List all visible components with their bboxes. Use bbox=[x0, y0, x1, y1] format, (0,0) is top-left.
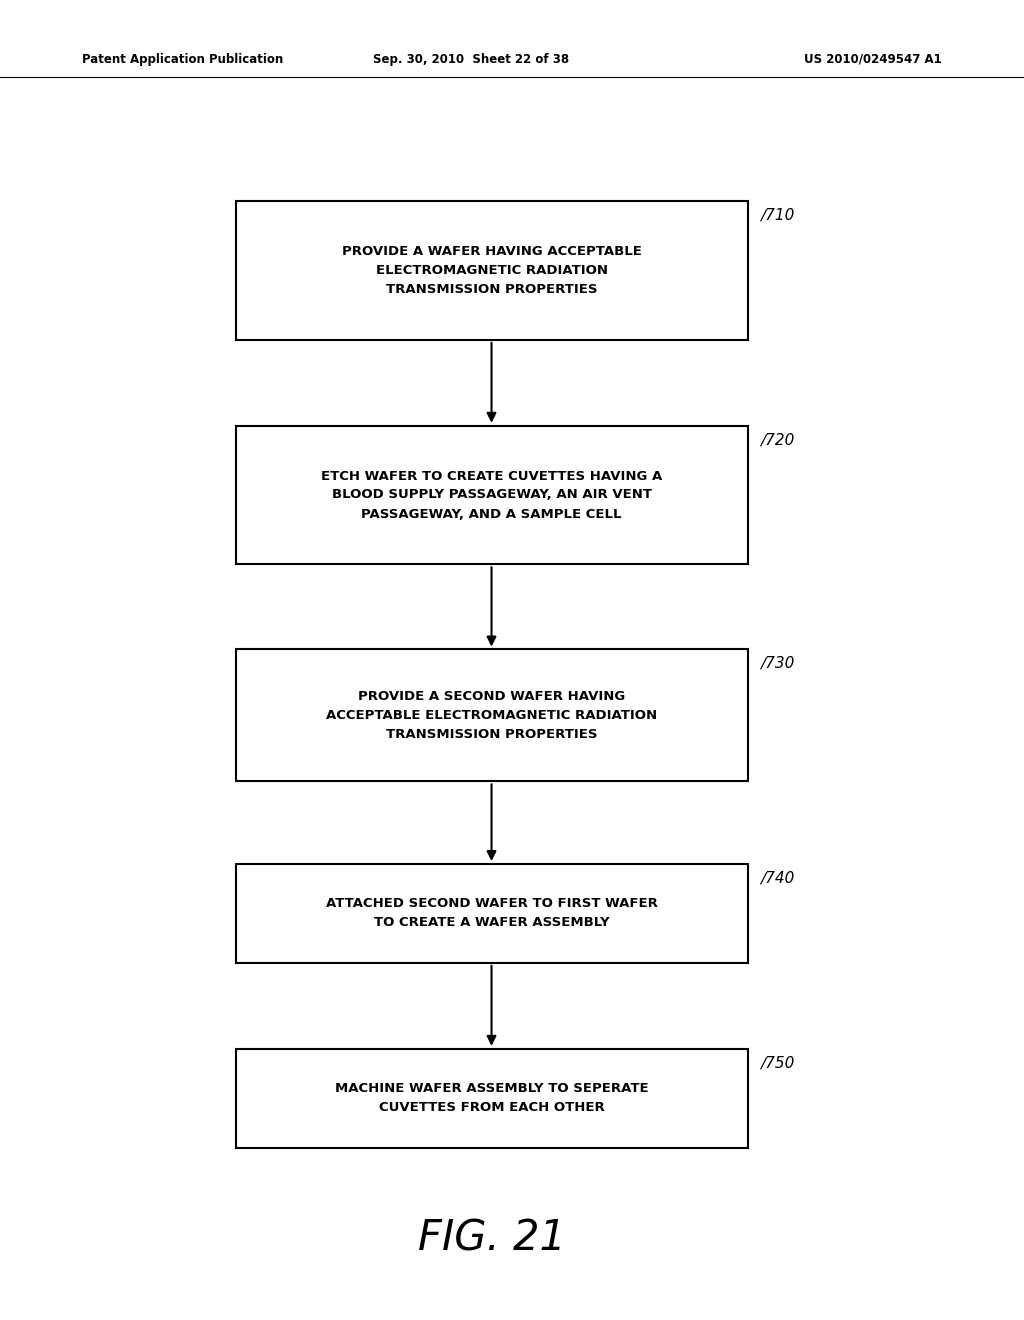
Text: ATTACHED SECOND WAFER TO FIRST WAFER
TO CREATE A WAFER ASSEMBLY: ATTACHED SECOND WAFER TO FIRST WAFER TO … bbox=[326, 898, 657, 929]
Text: FIG. 21: FIG. 21 bbox=[418, 1217, 565, 1259]
Text: ∕750: ∕750 bbox=[760, 1056, 795, 1071]
Text: ∕730: ∕730 bbox=[760, 656, 795, 671]
Text: Patent Application Publication: Patent Application Publication bbox=[82, 53, 284, 66]
Text: MACHINE WAFER ASSEMBLY TO SEPERATE
CUVETTES FROM EACH OTHER: MACHINE WAFER ASSEMBLY TO SEPERATE CUVET… bbox=[335, 1082, 648, 1114]
Text: ∕720: ∕720 bbox=[760, 433, 795, 447]
Bar bbox=[236, 425, 748, 565]
Text: Sep. 30, 2010  Sheet 22 of 38: Sep. 30, 2010 Sheet 22 of 38 bbox=[373, 53, 569, 66]
Bar bbox=[236, 201, 748, 339]
Text: US 2010/0249547 A1: US 2010/0249547 A1 bbox=[804, 53, 942, 66]
Text: PROVIDE A WAFER HAVING ACCEPTABLE
ELECTROMAGNETIC RADIATION
TRANSMISSION PROPERT: PROVIDE A WAFER HAVING ACCEPTABLE ELECTR… bbox=[342, 246, 641, 296]
Bar bbox=[236, 865, 748, 964]
Text: ETCH WAFER TO CREATE CUVETTES HAVING A
BLOOD SUPPLY PASSAGEWAY, AN AIR VENT
PASS: ETCH WAFER TO CREATE CUVETTES HAVING A B… bbox=[321, 470, 663, 520]
Text: ∕740: ∕740 bbox=[760, 871, 795, 886]
Bar bbox=[236, 649, 748, 781]
Text: ∕710: ∕710 bbox=[760, 207, 795, 223]
Bar bbox=[236, 1048, 748, 1147]
Text: PROVIDE A SECOND WAFER HAVING
ACCEPTABLE ELECTROMAGNETIC RADIATION
TRANSMISSION : PROVIDE A SECOND WAFER HAVING ACCEPTABLE… bbox=[326, 690, 657, 741]
